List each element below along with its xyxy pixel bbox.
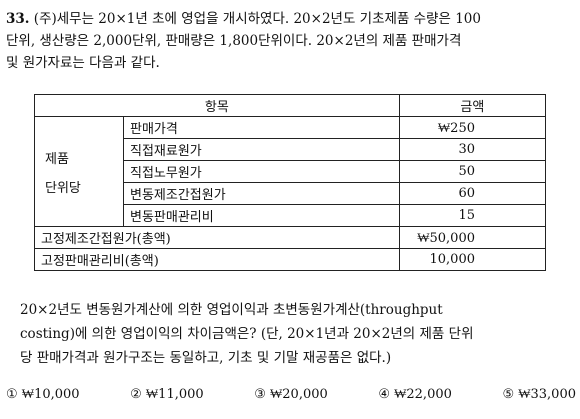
question-line-1: 33. (주)세무는 20×1년 초에 영업을 개시하였다. 20×2년도 기초…: [6, 8, 574, 30]
option-value: ₩11,000: [145, 387, 204, 402]
option-value: ₩10,000: [21, 387, 80, 402]
row-amount: 30: [398, 138, 547, 161]
row-amount: 10,000: [398, 248, 547, 271]
group-label-line-1: 제품: [45, 151, 69, 167]
option-marker: ⑤: [502, 387, 515, 402]
question-text-3: 및 원가자료는 다음과 같다.: [6, 55, 160, 71]
option-marker: ④: [378, 387, 390, 402]
option-marker: ①: [6, 387, 18, 402]
row-label: 고정제조간접원가(총액): [34, 226, 400, 249]
prompt-line-2: costing)에 의한 영업이익의 차이금액은? (단, 20×1년과 20×…: [20, 326, 474, 342]
cost-table: 항목 금액 제품 단위당 판매가격 ₩250 직접재료원가 30 직접노무원가 …: [34, 94, 547, 271]
prompt-line-1: 20×2년도 변동원가계산에 의한 영업이익과 초변동원가계산(throughp…: [20, 302, 443, 318]
header-amount: 금액: [398, 94, 547, 117]
table-row: 고정판매관리비(총액) 10,000: [34, 248, 547, 271]
row-amount: 50: [398, 160, 547, 183]
answer-options: ① ₩10,000 ② ₩11,000 ③ ₩20,000 ④ ₩22,000 …: [6, 386, 576, 402]
option-value: ₩33,000: [518, 387, 576, 402]
table-header-row: 항목 금액: [34, 94, 547, 117]
question-prompt: 20×2년도 변동원가계산에 의한 영업이익과 초변동원가계산(throughp…: [20, 298, 572, 370]
row-label: 변동제조간접원가: [123, 182, 400, 205]
row-label: 변동판매관리비: [123, 204, 400, 227]
table-row: 변동제조간접원가 60: [35, 182, 547, 205]
option-marker: ③: [254, 387, 266, 402]
option-4[interactable]: ④ ₩22,000: [378, 386, 452, 402]
option-5[interactable]: ⑤ ₩33,000: [502, 386, 576, 402]
option-3[interactable]: ③ ₩20,000: [254, 386, 328, 402]
group-label-line-2: 단위당: [45, 180, 81, 196]
option-value: ₩20,000: [270, 387, 328, 402]
question-text-1: (주)세무는 20×1년 초에 영업을 개시하였다. 20×2년도 기초제품 수…: [33, 11, 481, 27]
header-item: 항목: [34, 94, 400, 117]
option-1[interactable]: ① ₩10,000: [6, 386, 80, 402]
option-marker: ②: [130, 387, 142, 402]
table-row: 제품 단위당 판매가격 ₩250: [34, 116, 547, 227]
row-amount: 15: [398, 204, 547, 227]
question-text-2: 단위, 생산량은 2,000단위, 판매량은 1,800단위이다. 20×2년의…: [6, 33, 462, 49]
group-label: 제품 단위당: [34, 116, 124, 227]
row-label: 직접노무원가: [123, 160, 400, 183]
option-2[interactable]: ② ₩11,000: [130, 386, 204, 402]
row-amount: ₩250: [398, 116, 547, 139]
question-stem: 33. (주)세무는 20×1년 초에 영업을 개시하였다. 20×2년도 기초…: [6, 8, 574, 74]
question-number: 33.: [6, 11, 30, 27]
row-label: 고정판매관리비(총액): [34, 248, 400, 271]
prompt-line-3: 당 판매가격과 원가구조는 동일하고, 기초 및 기말 재공품은 없다.): [20, 350, 392, 366]
row-amount: 60: [398, 182, 547, 205]
option-value: ₩22,000: [394, 387, 452, 402]
row-amount: ₩50,000: [398, 226, 547, 249]
row-label: 판매가격: [123, 116, 400, 139]
table-row: 고정제조간접원가(총액) ₩50,000: [34, 226, 547, 249]
row-label: 직접재료원가: [123, 138, 400, 161]
